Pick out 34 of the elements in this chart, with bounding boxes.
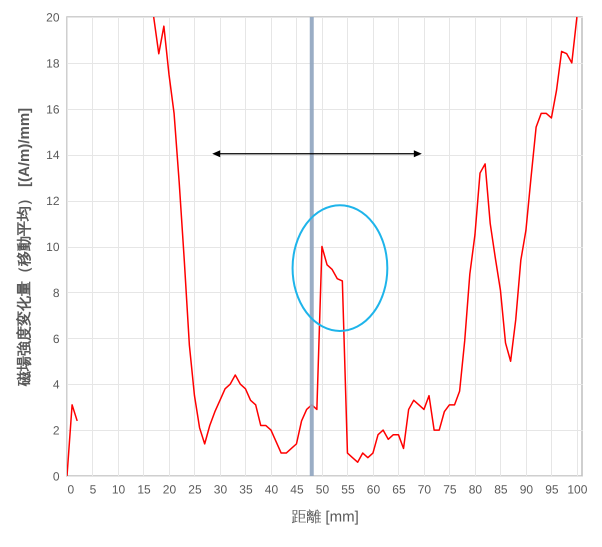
- y-tick-label: 2: [52, 424, 60, 438]
- y-tick-label: 8: [52, 286, 60, 300]
- x-tick-label: 15: [137, 482, 151, 496]
- y-tick-label: 14: [46, 148, 60, 162]
- x-tick-label: 0: [68, 482, 74, 496]
- x-tick-label: 45: [290, 482, 304, 496]
- x-tick-label: 95: [545, 482, 559, 496]
- x-tick-label: 90: [520, 482, 534, 496]
- y-tick-label: 20: [46, 10, 60, 24]
- y-tick-label: 12: [46, 194, 60, 208]
- x-axis-title: 距離 [mm]: [291, 508, 359, 526]
- x-tick-label: 70: [418, 482, 432, 496]
- x-tick-label: 75: [443, 482, 457, 496]
- y-tick-label: 16: [46, 102, 60, 116]
- y-tick-label: 0: [52, 470, 60, 484]
- x-tick-label: 25: [188, 482, 202, 496]
- x-tick-label: 40: [264, 482, 278, 496]
- x-tick-label: 30: [214, 482, 228, 496]
- x-tick-label: 55: [341, 482, 355, 496]
- y-axis-title: 磁場強度変化量（移動平均） [(A/m)/mm]: [15, 108, 34, 388]
- y-tick-label: 4: [52, 378, 60, 392]
- x-tick-label: 5: [90, 482, 97, 496]
- x-tick-label: 65: [392, 482, 406, 496]
- x-tick-label: 50: [316, 482, 330, 496]
- x-tick-label: 20: [162, 482, 176, 496]
- x-tick-label: 85: [494, 482, 508, 496]
- y-tick-label: 10: [46, 240, 60, 254]
- x-tick-label: 60: [366, 482, 380, 496]
- x-tick-label: 80: [468, 482, 482, 496]
- x-tick-label: 100: [567, 482, 588, 496]
- y-tick-label: 18: [46, 56, 60, 70]
- x-tick-label: 35: [239, 482, 253, 496]
- x-tick-label: 10: [112, 482, 126, 496]
- y-tick-label: 6: [52, 332, 60, 346]
